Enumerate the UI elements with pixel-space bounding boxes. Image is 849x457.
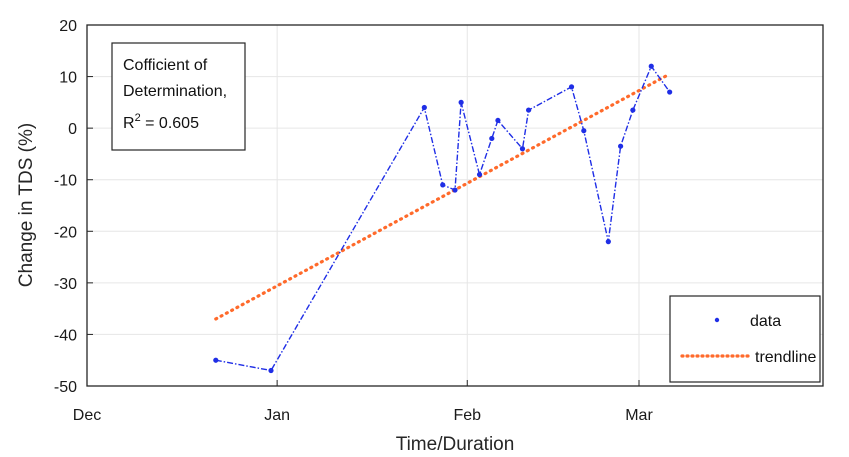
y-tick-label: -30 — [54, 276, 77, 293]
x-axis-ticks: Dec Jan Feb Mar — [73, 380, 653, 424]
data-series — [213, 63, 673, 374]
legend: data trendline — [669, 295, 821, 383]
y-tick-label: 0 — [68, 121, 77, 138]
y-axis-ticks: 20 10 0 -10 -20 -30 -40 -50 — [54, 18, 93, 396]
data-point — [630, 107, 636, 113]
r2-prefix: R — [123, 115, 135, 132]
data-point — [495, 117, 501, 124]
data-point — [489, 135, 495, 142]
legend-data-label: data — [750, 313, 781, 330]
plot-frame — [86, 24, 824, 387]
r-squared-annotation: Cofficient of Determination, R2 = 0.605 — [111, 42, 246, 151]
x-tick-label: Feb — [453, 407, 481, 424]
y-tick-label: 10 — [59, 70, 77, 87]
data-point — [476, 171, 483, 178]
data-point — [667, 89, 673, 95]
annotation-box — [111, 42, 246, 151]
trendline — [214, 72, 672, 321]
data-point — [648, 63, 654, 69]
r2-superscript: 2 — [135, 112, 141, 124]
r2-value: = 0.605 — [141, 115, 199, 132]
annotation-line-2: Determination, — [123, 83, 227, 100]
data-point — [581, 128, 587, 134]
data-point — [618, 143, 624, 149]
data-point — [440, 182, 446, 188]
data-point — [421, 104, 427, 111]
data-point — [605, 239, 611, 245]
y-tick-label: -50 — [54, 379, 77, 396]
x-tick-label: Dec — [73, 407, 101, 424]
y-tick-label: 20 — [59, 18, 77, 35]
data-point — [526, 107, 532, 113]
legend-trendline-label: trendline — [755, 349, 816, 366]
data-point — [568, 84, 575, 90]
data-point — [268, 367, 274, 374]
y-tick-label: -10 — [54, 173, 77, 190]
legend-data-marker — [714, 317, 720, 323]
data-point — [452, 187, 458, 193]
annotation-r2: R2 = 0.605 — [123, 112, 199, 132]
y-tick-label: -40 — [54, 327, 77, 344]
annotation-line-1: Cofficient of — [123, 57, 208, 74]
data-point — [519, 146, 526, 152]
x-tick-label: Mar — [625, 407, 653, 424]
x-axis-label: Time/Duration — [396, 434, 515, 455]
y-axis-label: Change in TDS (%) — [16, 123, 37, 287]
data-point — [213, 357, 219, 363]
data-point — [458, 99, 464, 105]
data-line — [215, 64, 671, 372]
trendline-series — [214, 72, 672, 321]
legend-box — [669, 295, 821, 383]
y-tick-label: -20 — [54, 224, 77, 241]
x-tick-label: Jan — [264, 407, 290, 424]
